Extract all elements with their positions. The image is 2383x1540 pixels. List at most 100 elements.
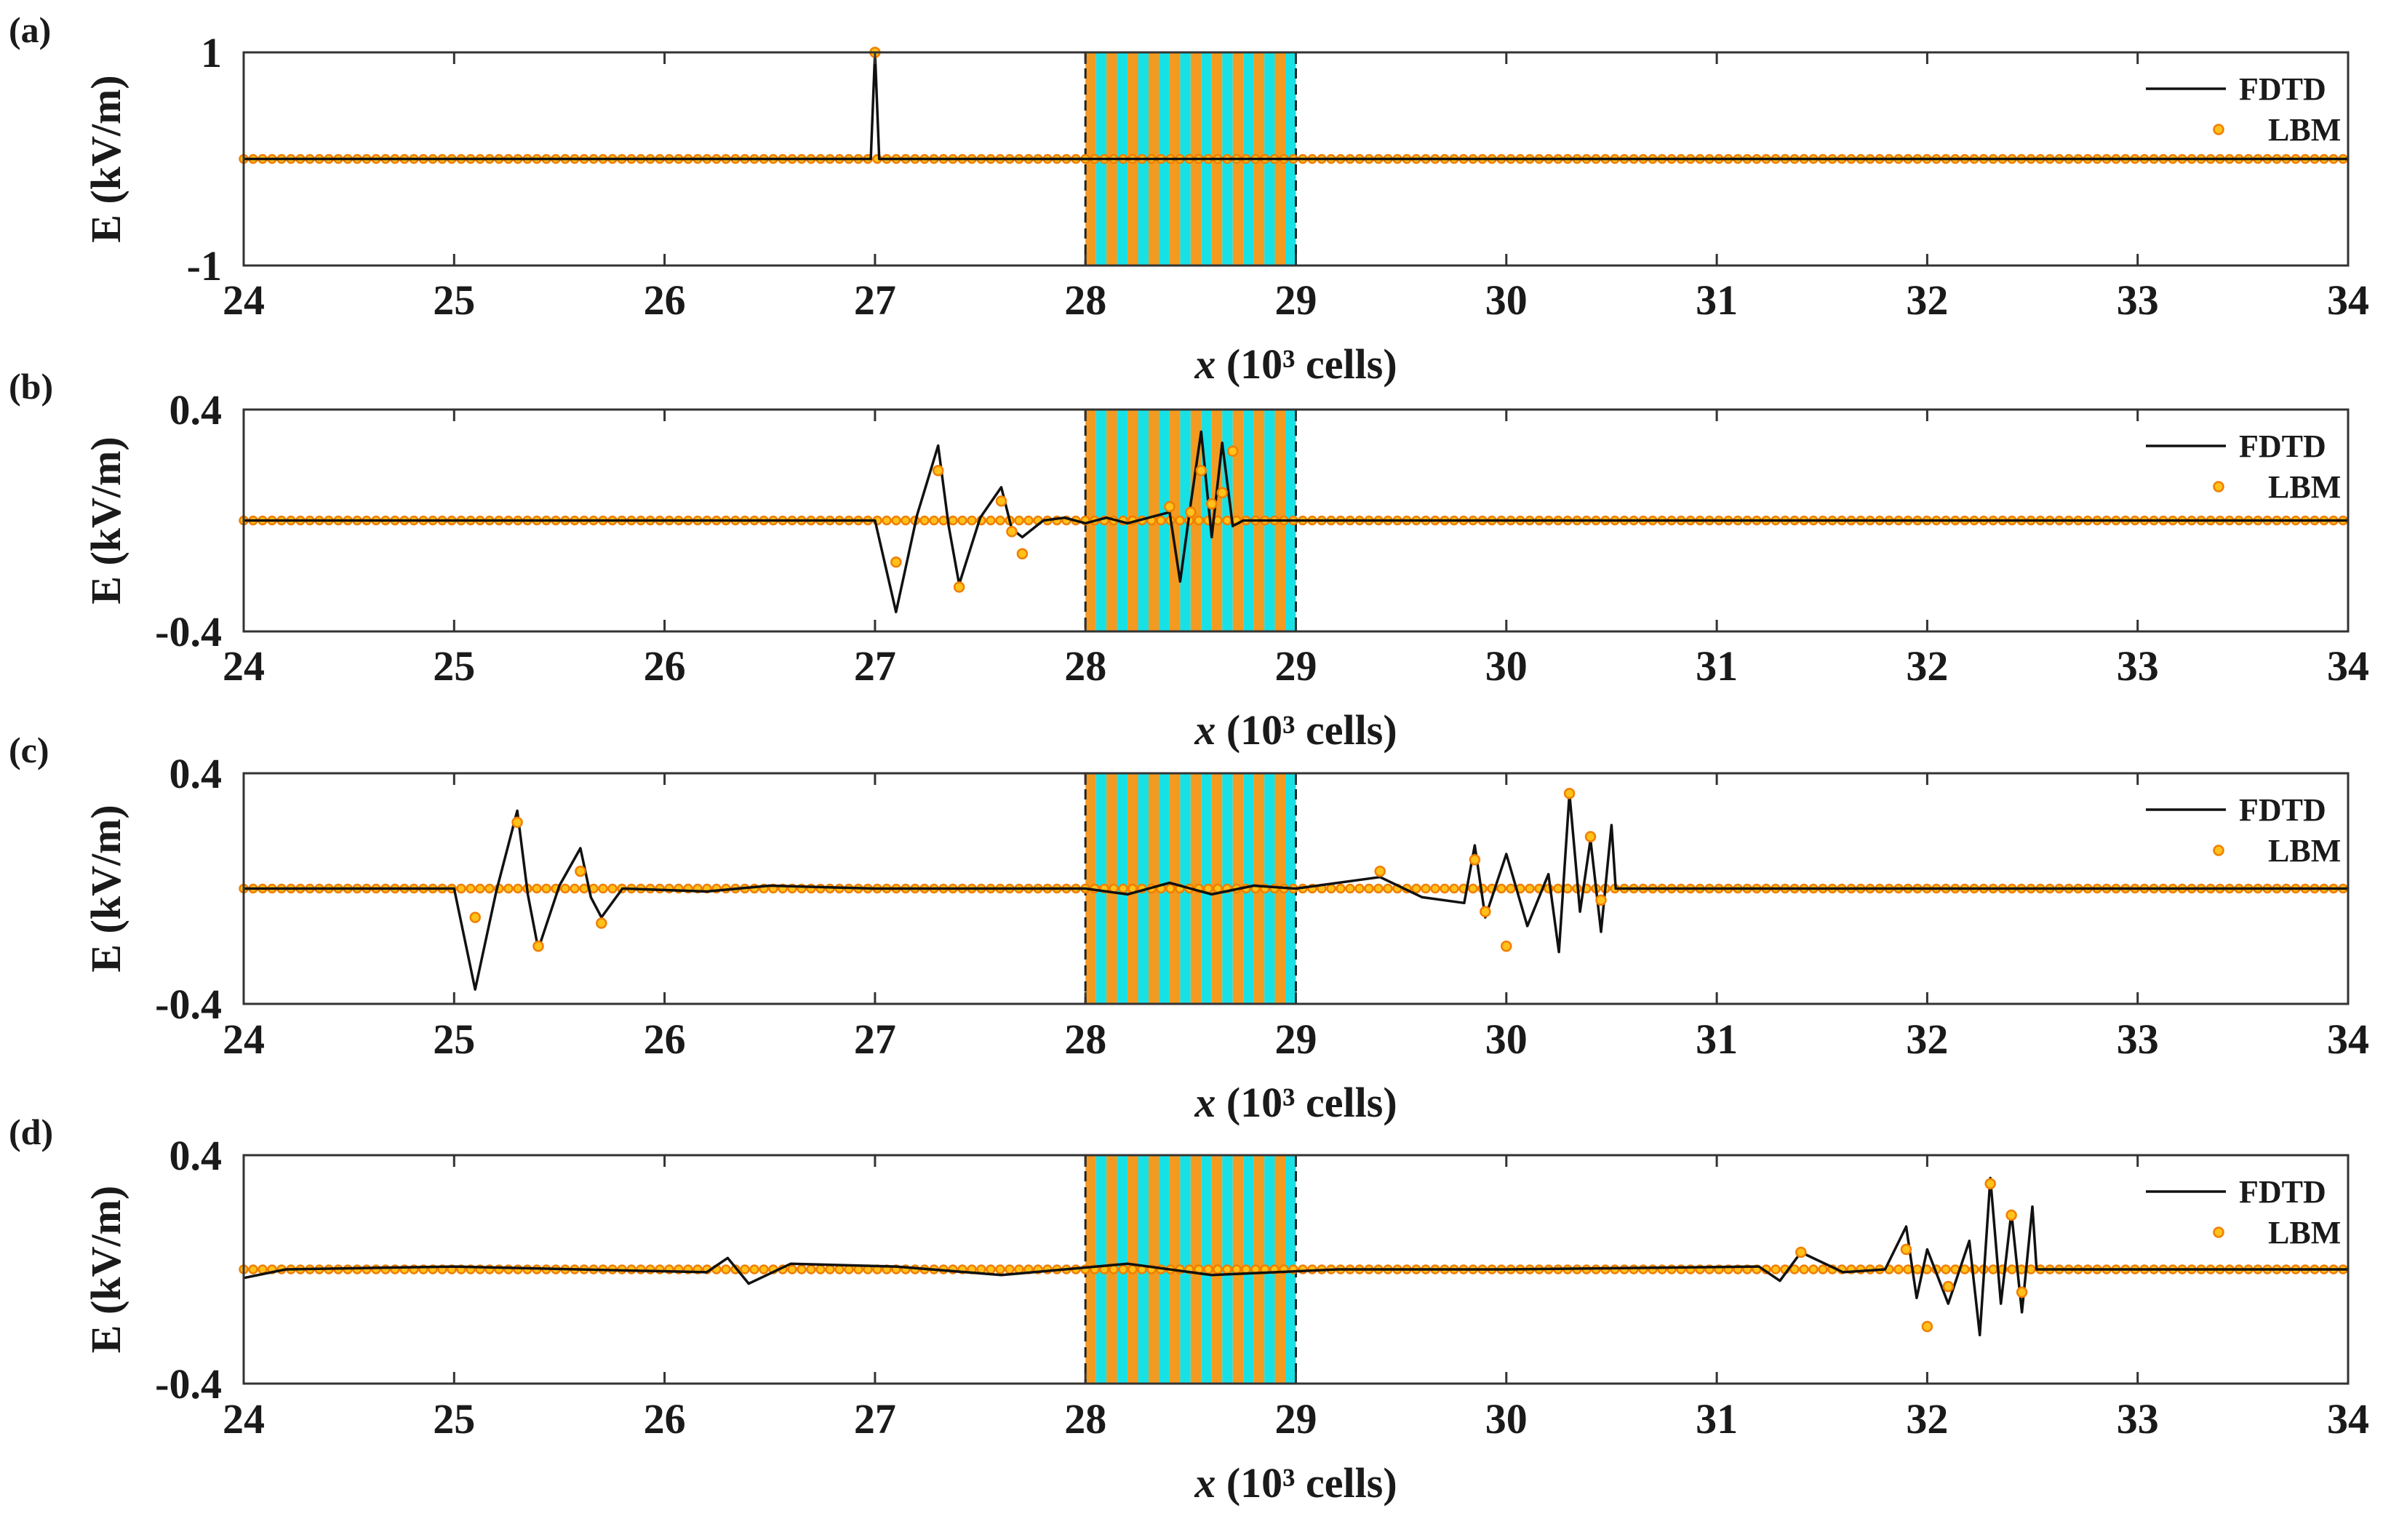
- lbm-point: [513, 883, 523, 894]
- lbm-point: [1619, 1264, 1629, 1274]
- x-axis-label: x (10³ cells): [1194, 340, 1397, 388]
- x-tick-label: 29: [1275, 276, 1317, 324]
- x-tick-label: 30: [1485, 1016, 1528, 1063]
- lbm-point: [953, 581, 965, 593]
- lbm-point: [1921, 1320, 1933, 1333]
- lbm-point: [484, 883, 495, 894]
- lbm-point: [1440, 883, 1450, 894]
- lbm-point: [466, 883, 476, 894]
- legend-lbm-label: LBM: [2268, 469, 2341, 505]
- lbm-point: [1109, 1264, 1119, 1274]
- legend: FDTD LBM: [2146, 428, 2341, 505]
- lbm-point: [995, 495, 1007, 507]
- legend: FDTD LBM: [2146, 1174, 2341, 1250]
- lbm-point: [891, 515, 901, 526]
- lbm-point: [929, 515, 939, 526]
- lbm-point: [815, 1264, 826, 1274]
- lbm-point: [1222, 515, 1232, 526]
- x-tick-label: 31: [1696, 276, 1738, 324]
- panel-d: 24 25 26 27 28 29 30 31 32 33 34 0.4 -0.4 E (kV/m) x (…: [9, 1112, 2369, 1507]
- x-tick-label: 25: [433, 1395, 475, 1443]
- x-tick-label: 33: [2117, 276, 2159, 324]
- x-tick-label: 32: [1906, 642, 1948, 690]
- lbm-point: [721, 1264, 731, 1274]
- x-tick-label: 26: [644, 642, 686, 690]
- lbm-point: [986, 515, 996, 526]
- x-tick-label: 33: [2117, 1016, 2159, 1063]
- x-axis-label: x (10³ cells): [1194, 706, 1397, 754]
- lbm-point: [806, 1264, 816, 1274]
- lbm-point: [598, 883, 608, 894]
- lbm-point: [1818, 1264, 1828, 1274]
- lbm-point: [787, 1264, 797, 1274]
- x-tick-label: 32: [1906, 276, 1948, 324]
- lbm-point: [890, 556, 902, 568]
- lbm-point: [2007, 1264, 2017, 1274]
- lbm-point: [1118, 1264, 1128, 1274]
- x-tick-label: 30: [1485, 276, 1528, 324]
- x-tick-label: 32: [1906, 1395, 1948, 1443]
- lbm-point: [1808, 1264, 1819, 1274]
- lbm-point: [1005, 1264, 1015, 1274]
- x-axis-label: x (10³ cells): [1194, 1079, 1397, 1126]
- y-tick-label: -0.4: [155, 981, 222, 1028]
- lbm-point: [740, 1264, 750, 1274]
- lbm-point: [475, 883, 485, 894]
- legend-lbm-swatch: [2213, 481, 2224, 492]
- lbm-point: [919, 515, 930, 526]
- lbm-point: [882, 515, 892, 526]
- lbm-point: [248, 1264, 258, 1274]
- x-tick-label: 26: [644, 1395, 686, 1443]
- y-axis-label: E (kV/m): [82, 436, 129, 604]
- panel-label: (a): [9, 9, 51, 50]
- lbm-point: [759, 1264, 769, 1274]
- lbm-point: [1501, 941, 1512, 952]
- lbm-point: [1506, 883, 1516, 894]
- lbm-point: [932, 465, 944, 476]
- lbm-point: [1203, 1264, 1213, 1274]
- lbm-point: [532, 941, 544, 952]
- lbm-point: [541, 883, 551, 894]
- lbm-point: [1468, 883, 1478, 894]
- lbm-point: [456, 883, 466, 894]
- lbm-point: [1595, 894, 1607, 906]
- lbm-point: [938, 515, 949, 526]
- lbm-point: [1799, 1264, 1809, 1274]
- lbm-point: [1023, 515, 1034, 526]
- lbm-point: [1562, 883, 1573, 894]
- legend: FDTD LBM: [2146, 71, 2341, 148]
- panel-label: (b): [9, 366, 53, 407]
- y-tick-label: -1: [187, 242, 222, 290]
- x-tick-label: 28: [1064, 1016, 1106, 1063]
- lbm-point: [1326, 883, 1336, 894]
- x-tick-label: 28: [1064, 276, 1106, 324]
- panel-a: 24 25 26 27 28 29 30 31 32 33 34 1 -1 E (kV/m) x (10³ …: [9, 9, 2369, 388]
- y-tick-label: -0.4: [155, 1360, 222, 1408]
- lbm-point: [1900, 1243, 1912, 1256]
- lbm-point: [1629, 1264, 1639, 1274]
- y-tick-label: 0.4: [169, 1132, 223, 1179]
- x-tick-label: 30: [1485, 642, 1528, 690]
- lbm-point: [1213, 1264, 1223, 1274]
- x-tick-label: 27: [854, 1016, 896, 1063]
- lbm-point: [1411, 883, 1421, 894]
- lbm-point: [1345, 883, 1355, 894]
- x-tick-label: 34: [2327, 1016, 2369, 1063]
- lbm-point: [1893, 1264, 1904, 1274]
- lbm-point: [503, 883, 514, 894]
- lbm-point: [749, 1264, 759, 1274]
- lbm-point: [560, 883, 570, 894]
- legend-lbm-label: LBM: [2268, 112, 2341, 148]
- x-tick-label: 31: [1696, 1395, 1738, 1443]
- lbm-point: [1912, 1264, 1923, 1274]
- lbm-point: [469, 911, 481, 923]
- lbm-point: [1364, 883, 1374, 894]
- lbm-point: [995, 1264, 1005, 1274]
- lbm-point: [1216, 487, 1228, 499]
- lbm-point: [1373, 883, 1384, 894]
- y-tick-label: 0.4: [169, 750, 223, 797]
- lbm-point: [797, 1264, 807, 1274]
- legend-lbm-label: LBM: [2268, 1215, 2341, 1250]
- x-tick-label: 27: [854, 1395, 896, 1443]
